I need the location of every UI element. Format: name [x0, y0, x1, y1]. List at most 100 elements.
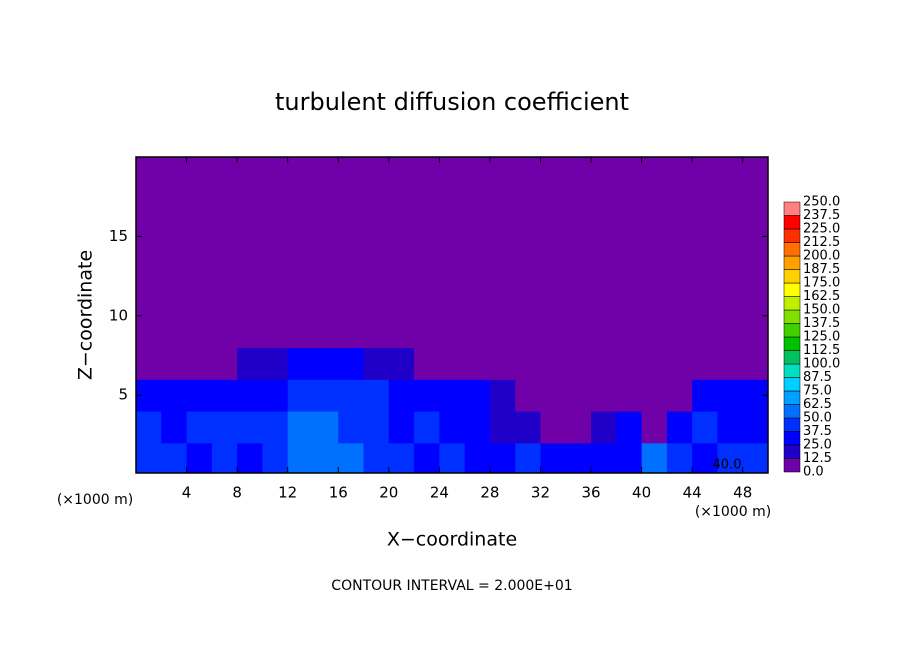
field-cell [186, 157, 213, 190]
field-cell [540, 220, 567, 253]
field-cell [666, 379, 693, 412]
field-cell [464, 220, 491, 253]
field-cell [616, 442, 643, 473]
colorbar-swatch [783, 444, 801, 459]
contour-label: 40.0 [713, 458, 742, 473]
plot-frame [135, 156, 769, 474]
field-cell [388, 315, 415, 349]
field-cell [439, 284, 466, 317]
colorbar-label: 112.5 [803, 343, 840, 358]
field-cell [237, 252, 263, 285]
field-cell [388, 442, 415, 473]
y-tick-label: 15 [109, 227, 128, 245]
field-cell [388, 347, 415, 380]
field-cell [136, 315, 162, 349]
field-cell [363, 379, 390, 412]
field-cell [641, 284, 668, 317]
field-cell [363, 220, 390, 253]
field-cell [692, 411, 718, 444]
x-unit: (×1000 m) [57, 492, 133, 508]
x-tick-label: 16 [329, 484, 348, 502]
field-cell [262, 347, 289, 380]
field-cell [515, 284, 541, 317]
colorbar-swatch [783, 431, 801, 446]
colorbar-label: 75.0 [803, 384, 832, 399]
field-cell [186, 347, 213, 380]
field-cell [565, 252, 592, 285]
field-cell [237, 411, 263, 444]
field-cell [414, 379, 440, 412]
field-cell [262, 411, 289, 444]
colorbar-label: 225.0 [803, 222, 840, 237]
field-cell [540, 157, 567, 190]
field-cell [692, 157, 718, 190]
field-cell [211, 379, 238, 412]
field-cell [237, 188, 263, 222]
colorbar-label: 87.5 [803, 370, 832, 385]
field-cell [489, 379, 516, 412]
field-cell [641, 188, 668, 222]
colorbar-swatch [783, 363, 801, 378]
field-cell [515, 220, 541, 253]
field-cell [565, 347, 592, 380]
field-cell [338, 411, 365, 444]
field-cell [464, 442, 491, 473]
field-cell [540, 442, 567, 473]
field-cell [211, 220, 238, 253]
field-cell [565, 379, 592, 412]
field-cell [388, 188, 415, 222]
y-tick-label: 10 [109, 306, 128, 324]
x-tick-label: 48 [733, 484, 752, 502]
field-cell [161, 220, 188, 253]
field-cell [136, 188, 162, 222]
field-cell [489, 252, 516, 285]
field-cell [641, 157, 668, 190]
field-cell [717, 442, 744, 473]
field-cell [464, 252, 491, 285]
field-cell [363, 188, 390, 222]
field-cell [262, 188, 289, 222]
field-cell [692, 252, 718, 285]
field-cell [616, 252, 643, 285]
field-cell [363, 315, 390, 349]
field-cell [439, 188, 466, 222]
field-cell [136, 157, 162, 190]
field-cell [616, 315, 643, 349]
field-cell [338, 252, 365, 285]
colorbar-label: 37.5 [803, 424, 832, 439]
colorbar-label: 100.0 [803, 357, 840, 372]
colorbar-swatch [783, 377, 801, 392]
field-cell [262, 252, 289, 285]
y-tick-label: 5 [118, 386, 128, 404]
field-cell [186, 315, 213, 349]
field-cell [287, 411, 314, 444]
field-cell [338, 284, 365, 317]
field-cell [262, 220, 289, 253]
field-cell [237, 442, 263, 473]
y-axis-label: Z−coordinate [75, 250, 97, 380]
field-cell [312, 220, 339, 253]
field-cell [742, 252, 768, 285]
field-cell [616, 220, 643, 253]
chart-title: turbulent diffusion coefficient [275, 88, 629, 116]
field-cell [237, 284, 263, 317]
field-cell [237, 220, 263, 253]
field-cell [489, 347, 516, 380]
field-cell [591, 284, 617, 317]
field-cell [414, 220, 440, 253]
field-cell [211, 442, 238, 473]
field-cell [692, 379, 718, 412]
field-cell [489, 442, 516, 473]
colorbar-label: 250.0 [803, 195, 840, 210]
field-cell [692, 188, 718, 222]
colorbar-label: 50.0 [803, 411, 832, 426]
colorbar-label: 12.5 [803, 451, 832, 466]
field-cell [237, 347, 263, 380]
field-cell [565, 411, 592, 444]
field-cell [161, 252, 188, 285]
field-cell [363, 284, 390, 317]
field-cell [742, 284, 768, 317]
field-cell [312, 315, 339, 349]
field-cell [666, 157, 693, 190]
field-cell [464, 315, 491, 349]
